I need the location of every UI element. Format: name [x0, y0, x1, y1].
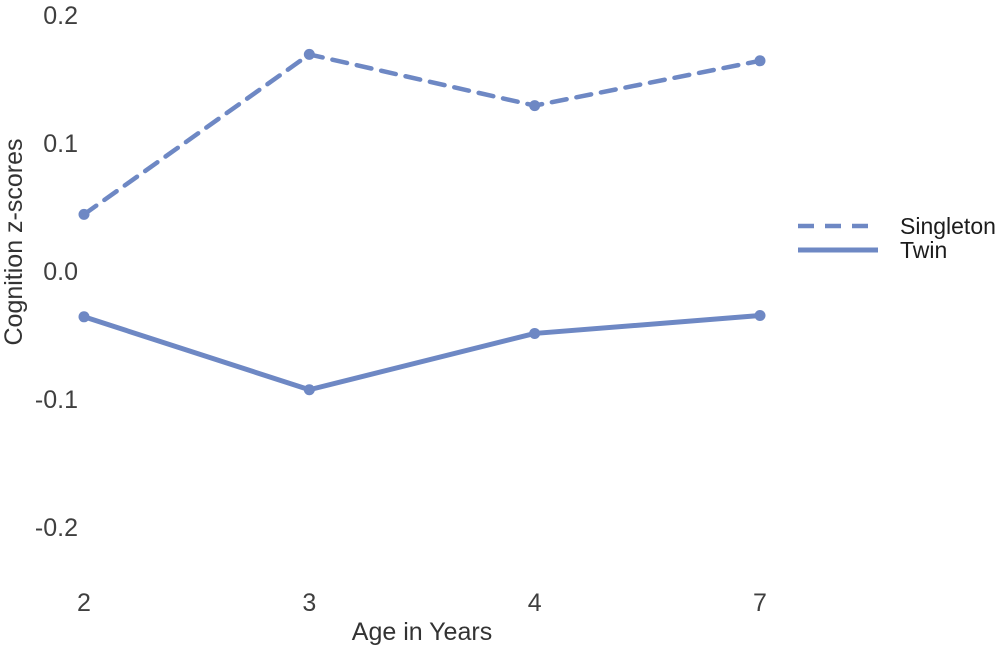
- y-tick-label: 0.0: [43, 258, 78, 286]
- series-singleton-line: [81, 52, 763, 217]
- series-twin-marker: [303, 384, 315, 396]
- x-tick-label: 3: [302, 589, 316, 617]
- legend-label-singleton: Singleton: [900, 213, 996, 239]
- y-tick-label: 0.2: [43, 2, 78, 30]
- series-singleton-marker: [303, 48, 315, 60]
- series-singleton-marker: [78, 208, 90, 220]
- series-twin-marker: [754, 310, 766, 322]
- dashed-line-swatch: [798, 223, 878, 229]
- y-tick-label: -0.1: [35, 386, 78, 414]
- y-axis-title: Cognition z-scores: [0, 138, 28, 346]
- y-tick-label: 0.1: [43, 130, 78, 158]
- legend-item-twin: Twin: [798, 238, 996, 262]
- x-tick-label: 2: [77, 589, 91, 617]
- series-twin-marker: [78, 311, 90, 323]
- series-singleton-marker: [529, 100, 541, 112]
- legend: Singleton Twin: [798, 214, 996, 262]
- x-axis-title: Age in Years: [351, 618, 493, 646]
- series-singleton-marker: [754, 55, 766, 67]
- x-tick-label: 7: [753, 589, 767, 617]
- legend-item-singleton: Singleton: [798, 214, 996, 238]
- series-twin-marker: [529, 327, 541, 339]
- legend-label-twin: Twin: [900, 237, 948, 263]
- solid-line-swatch: [798, 247, 878, 253]
- series-twin-line: [81, 313, 763, 393]
- x-tick-label: 4: [528, 589, 542, 617]
- y-tick-label: -0.2: [35, 514, 78, 542]
